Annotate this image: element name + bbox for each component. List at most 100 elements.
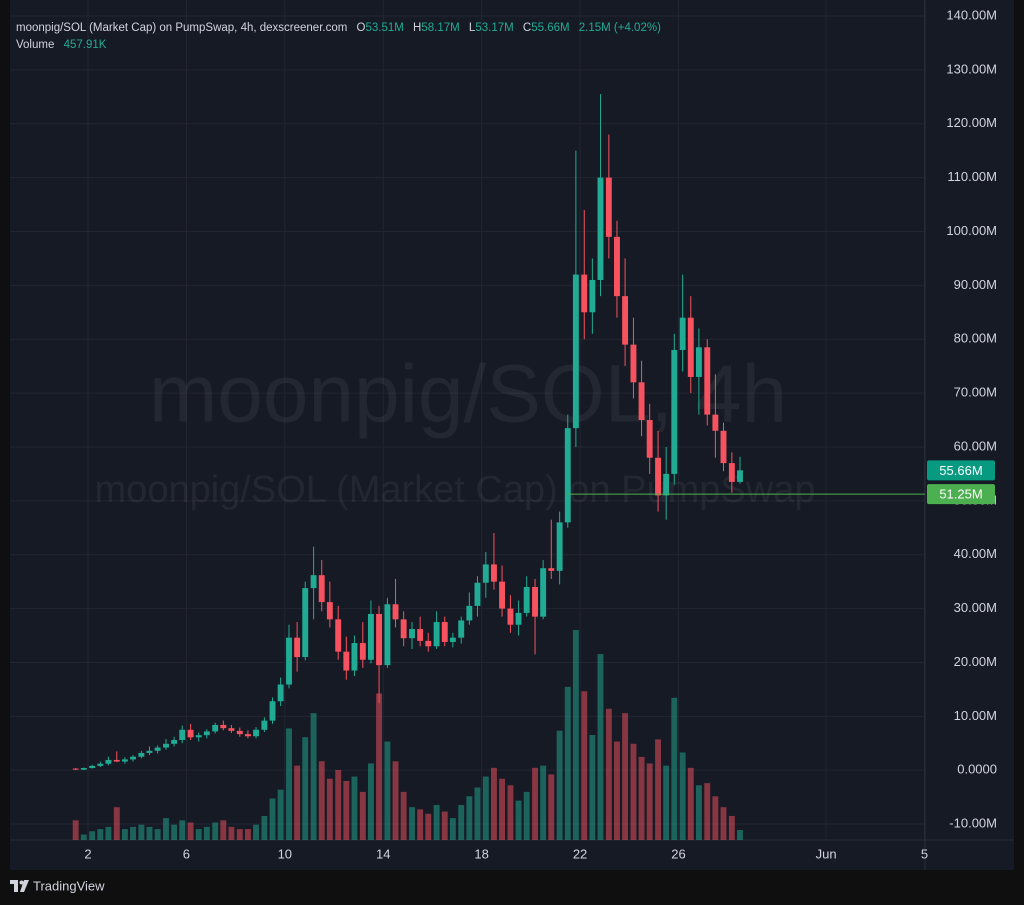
volume-bar — [302, 737, 309, 840]
candle-body — [409, 629, 415, 639]
y-tick-label: 130.00M — [946, 61, 997, 76]
candle-body — [359, 643, 366, 660]
volume-bar — [351, 776, 358, 840]
high-key: H — [413, 22, 422, 34]
volume-bar — [269, 798, 276, 840]
volume-bar — [359, 791, 366, 840]
candle-body — [417, 629, 424, 641]
volume-bar — [728, 815, 735, 840]
candle-body — [663, 473, 670, 496]
x-tick-label: 26 — [671, 846, 685, 861]
close-value: 55.66M — [531, 22, 570, 34]
volume-bar — [277, 789, 284, 840]
candle-body — [581, 274, 588, 313]
candle-body — [154, 747, 161, 751]
legend: moonpig/SOL (Market Cap) on PumpSwap, 4h… — [16, 20, 661, 54]
candle-body — [384, 604, 391, 666]
candle-body — [343, 651, 350, 671]
x-tick-label: Jun — [816, 846, 837, 861]
volume-bar — [540, 765, 547, 840]
volume-bar — [89, 831, 96, 840]
volume-bar — [220, 820, 227, 840]
candle-body — [220, 724, 227, 729]
candle-body — [605, 177, 612, 237]
volume-bar — [458, 805, 465, 840]
volume-bar — [97, 829, 104, 840]
volume-bar — [556, 730, 563, 840]
y-tick-label: 40.00M — [954, 546, 997, 561]
volume-bar — [532, 767, 538, 840]
candle-body — [482, 564, 489, 583]
candle-body — [695, 347, 702, 377]
volume-bar — [622, 713, 629, 840]
volume-bar — [548, 774, 555, 840]
volume-bar — [695, 785, 702, 840]
candle-body — [286, 637, 292, 685]
x-tick-label: 14 — [376, 846, 390, 861]
candle-body — [113, 759, 120, 762]
y-tick-label: 100.00M — [946, 223, 997, 238]
candle-body — [277, 684, 284, 702]
volume-bar — [499, 778, 506, 840]
volume-bar — [203, 826, 210, 840]
volume-bar — [466, 796, 473, 840]
candle-body — [179, 729, 186, 741]
volume-bar — [310, 713, 317, 840]
candle-body — [638, 382, 645, 421]
candle-body — [425, 640, 432, 647]
volume-bar — [515, 800, 522, 840]
candle-body — [687, 317, 694, 377]
candle-body — [269, 701, 276, 721]
volume-bar — [474, 787, 481, 840]
volume-bar — [294, 765, 301, 840]
candle-body — [507, 608, 514, 625]
candle-body — [236, 730, 243, 735]
volume-bar — [581, 691, 588, 840]
last-price-box — [927, 460, 995, 481]
y-tick-label: 0.0000 — [957, 762, 997, 777]
candle-body — [212, 724, 219, 732]
candle-body — [121, 759, 128, 762]
volume-bar — [679, 752, 686, 840]
candle-body — [392, 604, 399, 620]
candle-body — [532, 587, 538, 617]
last-price-label: 55.66M — [939, 463, 982, 478]
volume-bar — [146, 826, 153, 840]
low-key: L — [468, 22, 476, 34]
candle-body — [671, 349, 678, 474]
candle-body — [163, 743, 169, 748]
candle-body — [540, 568, 547, 617]
candle-body — [449, 637, 456, 642]
volume-bar — [384, 741, 391, 840]
volume-bar — [392, 761, 399, 840]
candle-body — [326, 602, 333, 620]
candle-body — [310, 575, 317, 589]
volume-bar — [80, 834, 87, 840]
candle-body — [400, 619, 407, 639]
high-value: 58.17M — [421, 22, 460, 34]
candle-body — [614, 236, 620, 297]
candle-body — [474, 582, 481, 606]
volume-bar — [490, 767, 497, 840]
watermark-sub: moonpig/SOL (Market Cap) on PumpSwap — [95, 469, 816, 511]
volume-bar — [236, 829, 243, 840]
candle-body — [294, 637, 301, 658]
volume-bar — [335, 770, 342, 840]
candle-body — [228, 728, 235, 731]
candle-body — [130, 756, 136, 760]
volume-bar — [376, 693, 383, 840]
candle-body — [679, 317, 686, 350]
close-key: C — [522, 22, 532, 34]
open-key: O — [356, 22, 366, 34]
volume-bar — [228, 826, 235, 840]
volume-bar — [113, 807, 120, 840]
candle-body — [318, 575, 325, 603]
candle-body — [515, 612, 522, 625]
candle-body — [351, 643, 358, 671]
volume-bar — [318, 761, 325, 840]
volume-bar — [425, 813, 432, 840]
volume-bar — [179, 820, 186, 840]
volume-bar — [655, 739, 662, 840]
volume-bar — [737, 829, 743, 840]
